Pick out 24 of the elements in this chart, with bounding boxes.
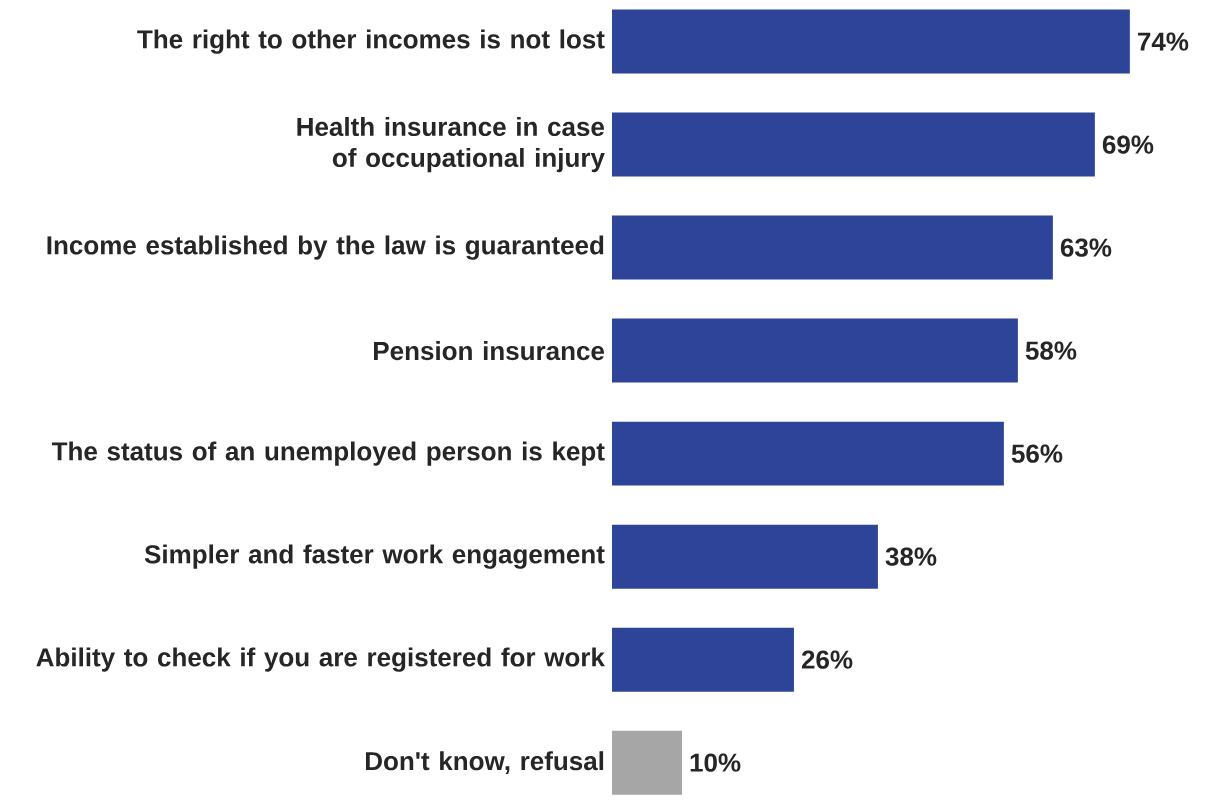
bar [611,9,1130,74]
y-tick-label: Pension insurance [374,341,605,361]
y-tick-label: Ability to check if you are registered for work [36,647,605,672]
data-label: 56% [1011,444,1063,463]
data-label: 63% [1060,238,1112,257]
y-tick-label: The status of an unemployed person is kept [51,441,605,466]
bar [611,318,1018,383]
data-label: 26% [801,650,853,669]
data-label: 69% [1102,135,1154,154]
bar [611,421,1004,486]
y-tick-label: Simpler and faster work engagement [144,544,605,569]
bar [611,730,682,795]
bar [611,112,1095,177]
y-tick-label: Income established by the law is guaranteed [47,235,604,260]
bar [611,524,878,589]
y-tick-label: Health insurance in case of occupational injury [297,116,605,173]
data-label: 74% [1138,32,1189,51]
y-tick-label: Don't know, refusal [365,751,604,775]
bar [611,627,794,692]
data-label: 38% [885,547,937,566]
data-label: 10% [690,753,741,772]
bar [611,215,1053,280]
data-label: 58% [1025,341,1077,360]
y-tick-label: The right to other incomes is not lost [137,29,605,54]
